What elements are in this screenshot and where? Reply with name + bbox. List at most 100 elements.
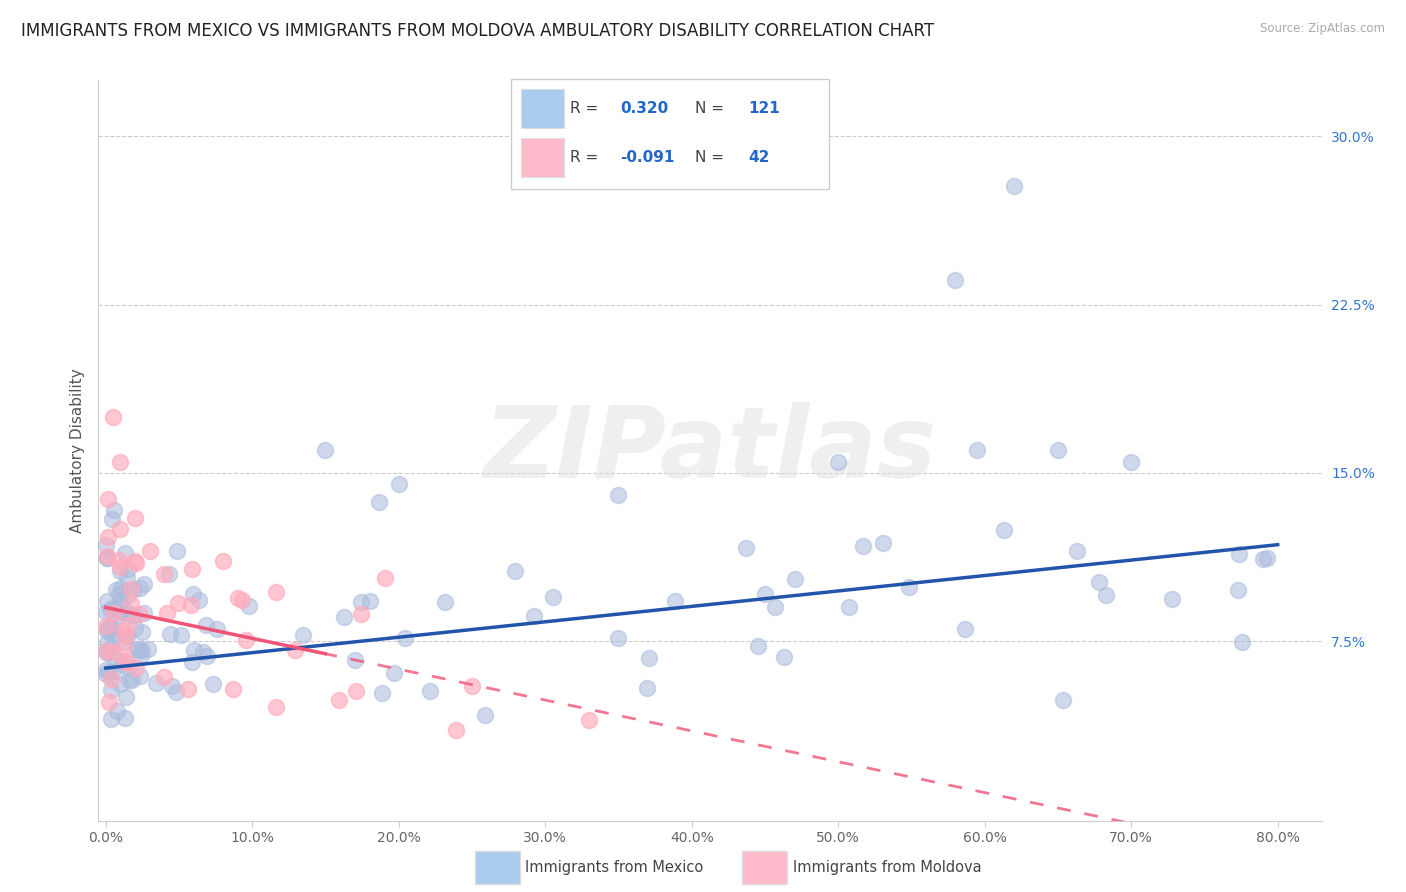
Point <box>852 539 875 553</box>
Point <box>636 681 658 696</box>
Point <box>419 684 441 698</box>
Point <box>1088 574 1111 589</box>
Point <box>114 711 136 725</box>
Point <box>105 582 128 597</box>
Point <box>394 631 416 645</box>
Point <box>108 594 131 608</box>
Point <box>114 654 136 668</box>
Point <box>333 609 356 624</box>
Point <box>367 495 389 509</box>
Text: ZIPatlas: ZIPatlas <box>484 402 936 499</box>
Point <box>541 591 564 605</box>
Point <box>128 607 150 621</box>
Point <box>231 593 253 607</box>
Point <box>129 669 152 683</box>
Point <box>100 682 122 697</box>
Point <box>783 572 806 586</box>
Point <box>101 621 124 635</box>
Point <box>97 530 120 544</box>
Point <box>181 587 204 601</box>
Point <box>114 546 136 560</box>
Point <box>350 607 373 621</box>
Point <box>112 640 135 654</box>
Point <box>110 581 132 595</box>
Point <box>607 488 630 502</box>
Point <box>160 679 183 693</box>
Point <box>446 723 468 737</box>
Point <box>94 619 117 633</box>
Point <box>94 538 117 552</box>
Point <box>827 455 849 469</box>
Point <box>371 686 394 700</box>
Point <box>96 594 118 608</box>
Point <box>97 695 120 709</box>
Point <box>212 554 235 568</box>
Point <box>125 642 148 657</box>
Point <box>131 648 153 663</box>
Point <box>101 601 124 615</box>
Point <box>1121 455 1143 469</box>
Point <box>120 582 142 597</box>
Point <box>349 595 371 609</box>
Point <box>1052 693 1074 707</box>
Point <box>103 607 125 621</box>
Point <box>235 632 257 647</box>
Point <box>125 556 148 570</box>
Point <box>292 628 315 642</box>
Point <box>191 644 214 658</box>
Point <box>898 580 921 594</box>
Point <box>159 626 181 640</box>
FancyBboxPatch shape <box>475 851 520 884</box>
Point <box>100 673 122 687</box>
Point <box>96 644 118 658</box>
Point <box>165 684 187 698</box>
Point <box>107 704 129 718</box>
Point <box>838 599 860 614</box>
Point <box>100 712 122 726</box>
Point <box>1161 592 1184 607</box>
Point <box>97 623 120 637</box>
Point <box>264 584 287 599</box>
Point <box>153 670 176 684</box>
Point <box>747 639 769 653</box>
Point <box>1227 547 1250 561</box>
Point <box>108 676 131 690</box>
Point <box>117 562 139 576</box>
Text: Immigrants from Mexico: Immigrants from Mexico <box>526 860 703 875</box>
Point <box>433 595 456 609</box>
Point <box>128 581 150 595</box>
Point <box>374 571 396 585</box>
Point <box>111 599 134 614</box>
Point <box>115 690 138 704</box>
Point <box>115 629 138 643</box>
Point <box>131 643 153 657</box>
Point <box>953 622 976 636</box>
Point <box>96 635 118 649</box>
Point <box>105 653 128 667</box>
Point <box>138 544 160 558</box>
Point <box>503 564 526 578</box>
Point <box>134 577 156 591</box>
Point <box>115 657 138 671</box>
Point <box>145 675 167 690</box>
Point <box>107 609 129 624</box>
Text: Immigrants from Moldova: Immigrants from Moldova <box>793 860 981 875</box>
Point <box>136 642 159 657</box>
Point <box>124 554 146 568</box>
Point <box>110 522 132 536</box>
Point <box>382 665 405 680</box>
Point <box>101 645 124 659</box>
Point <box>124 510 146 524</box>
Point <box>314 443 336 458</box>
Point <box>1256 550 1278 565</box>
Point <box>1251 552 1274 566</box>
Point <box>773 650 796 665</box>
Point <box>195 618 218 632</box>
Point <box>108 560 131 574</box>
Point <box>1232 634 1254 648</box>
Point <box>128 642 150 657</box>
Point <box>103 503 125 517</box>
Point <box>101 409 124 424</box>
Point <box>122 608 145 623</box>
Point <box>110 455 132 469</box>
